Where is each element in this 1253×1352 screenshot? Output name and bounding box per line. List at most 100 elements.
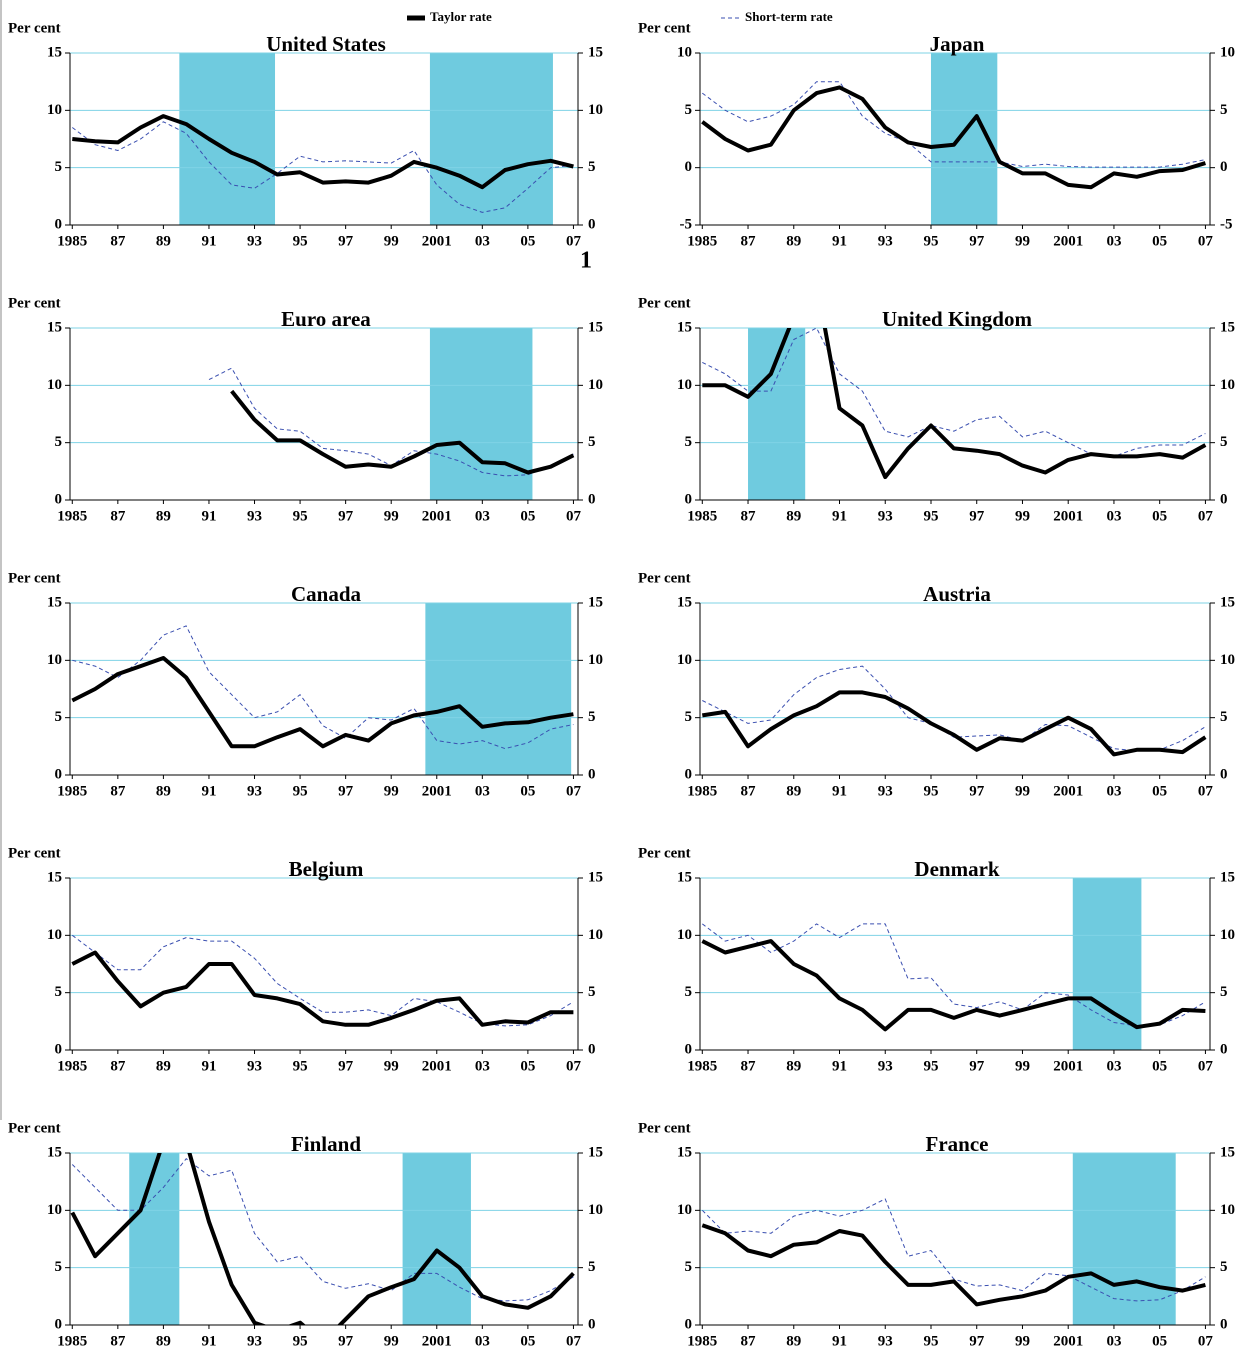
y-tick-label: 10 bbox=[47, 377, 62, 393]
x-tick-label: 91 bbox=[832, 508, 847, 524]
y-tick-label: 0 bbox=[685, 1041, 693, 1057]
y2-tick-label: 15 bbox=[588, 594, 603, 610]
y-tick-label: 10 bbox=[677, 377, 692, 393]
series-line bbox=[71, 950, 574, 1027]
y2-tick-label: 10 bbox=[588, 927, 603, 943]
x-tick-label: 2001 bbox=[422, 783, 452, 799]
x-tick-label: 91 bbox=[832, 783, 847, 799]
x-tick-label: 07 bbox=[1198, 1333, 1214, 1349]
series-line bbox=[71, 656, 574, 749]
x-tick-label: 87 bbox=[110, 1058, 126, 1074]
y2-tick-label: 0 bbox=[1220, 159, 1228, 175]
y2-tick-label: 5 bbox=[588, 159, 596, 175]
series-line bbox=[701, 81, 1206, 168]
x-tick-label: 2001 bbox=[422, 233, 452, 249]
y2-tick-label: 5 bbox=[1220, 1259, 1228, 1275]
x-tick-label: 87 bbox=[741, 508, 757, 524]
x-tick-label: 97 bbox=[338, 508, 354, 524]
series-line bbox=[702, 328, 1207, 480]
y2-tick-label: 10 bbox=[1220, 377, 1235, 393]
y2-tick-label: 0 bbox=[588, 491, 596, 507]
y-tick-label: 5 bbox=[685, 984, 693, 1000]
x-tick-label: 05 bbox=[1152, 233, 1167, 249]
y-tick-label: 0 bbox=[55, 1316, 63, 1332]
x-tick-label: 89 bbox=[156, 233, 171, 249]
y2-tick-label: 5 bbox=[1220, 102, 1228, 118]
y2-tick-label: 10 bbox=[588, 102, 603, 118]
y-tick-label: 5 bbox=[55, 434, 63, 450]
y-tick-label: 15 bbox=[677, 1144, 692, 1160]
x-tick-label: 03 bbox=[1106, 1333, 1121, 1349]
x-tick-label: 05 bbox=[1152, 783, 1167, 799]
x-tick-label: 99 bbox=[384, 783, 399, 799]
series-line bbox=[70, 1153, 575, 1325]
x-tick-label: 03 bbox=[475, 783, 490, 799]
y2-tick-label: 0 bbox=[588, 1316, 596, 1332]
y-tick-label: 10 bbox=[47, 927, 62, 943]
shaded-period bbox=[429, 53, 553, 225]
x-tick-label: 1985 bbox=[57, 233, 87, 249]
y-tick-label: 5 bbox=[55, 984, 63, 1000]
y-axis-label: Per cent bbox=[8, 570, 61, 586]
series-line bbox=[701, 85, 1206, 190]
x-tick-label: 03 bbox=[1106, 508, 1121, 524]
y-tick-label: 10 bbox=[677, 927, 692, 943]
x-tick-label: 91 bbox=[201, 783, 216, 799]
x-tick-label: 89 bbox=[786, 508, 801, 524]
y-tick-label: 5 bbox=[685, 709, 693, 725]
x-tick-label: 07 bbox=[566, 783, 582, 799]
y-axis-label: Per cent bbox=[638, 845, 691, 861]
x-tick-label: 05 bbox=[520, 1333, 535, 1349]
x-tick-label: 87 bbox=[741, 1058, 757, 1074]
x-tick-label: 95 bbox=[293, 783, 308, 799]
shaded-period bbox=[402, 1153, 471, 1325]
y-tick-label: 0 bbox=[55, 491, 63, 507]
x-tick-label: 95 bbox=[923, 233, 938, 249]
y2-tick-label: 5 bbox=[588, 434, 596, 450]
y-tick-label: 15 bbox=[47, 319, 62, 335]
y-tick-label: 10 bbox=[47, 102, 62, 118]
x-tick-label: 99 bbox=[384, 1058, 399, 1074]
y-tick-label: 0 bbox=[55, 766, 63, 782]
x-tick-label: 2001 bbox=[1053, 508, 1083, 524]
y-axis-label: Per cent bbox=[638, 1120, 691, 1136]
y-tick-label: 15 bbox=[47, 1144, 62, 1160]
y-axis-label: Per cent bbox=[638, 570, 691, 586]
series-line bbox=[71, 1158, 574, 1302]
x-tick-label: 05 bbox=[1152, 508, 1167, 524]
x-tick-label: 99 bbox=[384, 233, 399, 249]
x-tick-label: 89 bbox=[786, 1333, 801, 1349]
chart-title: France bbox=[926, 1132, 989, 1156]
y-axis-label: Per cent bbox=[8, 295, 61, 311]
series-line bbox=[230, 389, 575, 475]
y-tick-label: 5 bbox=[685, 1259, 693, 1275]
x-tick-label: 87 bbox=[110, 1333, 126, 1349]
y-tick-label: 0 bbox=[55, 216, 63, 232]
y2-tick-label: 10 bbox=[588, 1202, 603, 1218]
x-tick-label: 07 bbox=[1198, 783, 1214, 799]
y-tick-label: 0 bbox=[685, 159, 693, 175]
y-tick-label: 5 bbox=[55, 709, 63, 725]
y2-tick-label: 0 bbox=[1220, 1041, 1228, 1057]
series-line bbox=[701, 923, 1206, 1027]
y-axis-label: Per cent bbox=[8, 845, 61, 861]
series-line bbox=[72, 114, 574, 190]
x-tick-label: 97 bbox=[338, 1058, 354, 1074]
chart-title: Japan bbox=[930, 32, 985, 56]
x-tick-label: 03 bbox=[475, 508, 490, 524]
y-tick-label: 15 bbox=[47, 594, 62, 610]
chart-title: United Kingdom bbox=[882, 307, 1032, 331]
y-tick-label: 0 bbox=[685, 766, 693, 782]
x-tick-label: 2001 bbox=[1053, 233, 1083, 249]
y2-tick-label: 10 bbox=[1220, 44, 1235, 60]
x-tick-label: 97 bbox=[969, 508, 985, 524]
x-tick-label: 87 bbox=[110, 508, 126, 524]
y-axis-label: Per cent bbox=[8, 1120, 61, 1136]
y2-tick-label: 15 bbox=[1220, 869, 1235, 885]
shaded-period bbox=[429, 328, 533, 500]
y-tick-label: 0 bbox=[685, 491, 693, 507]
x-tick-label: 95 bbox=[923, 1333, 938, 1349]
y-tick-label: 10 bbox=[677, 44, 692, 60]
